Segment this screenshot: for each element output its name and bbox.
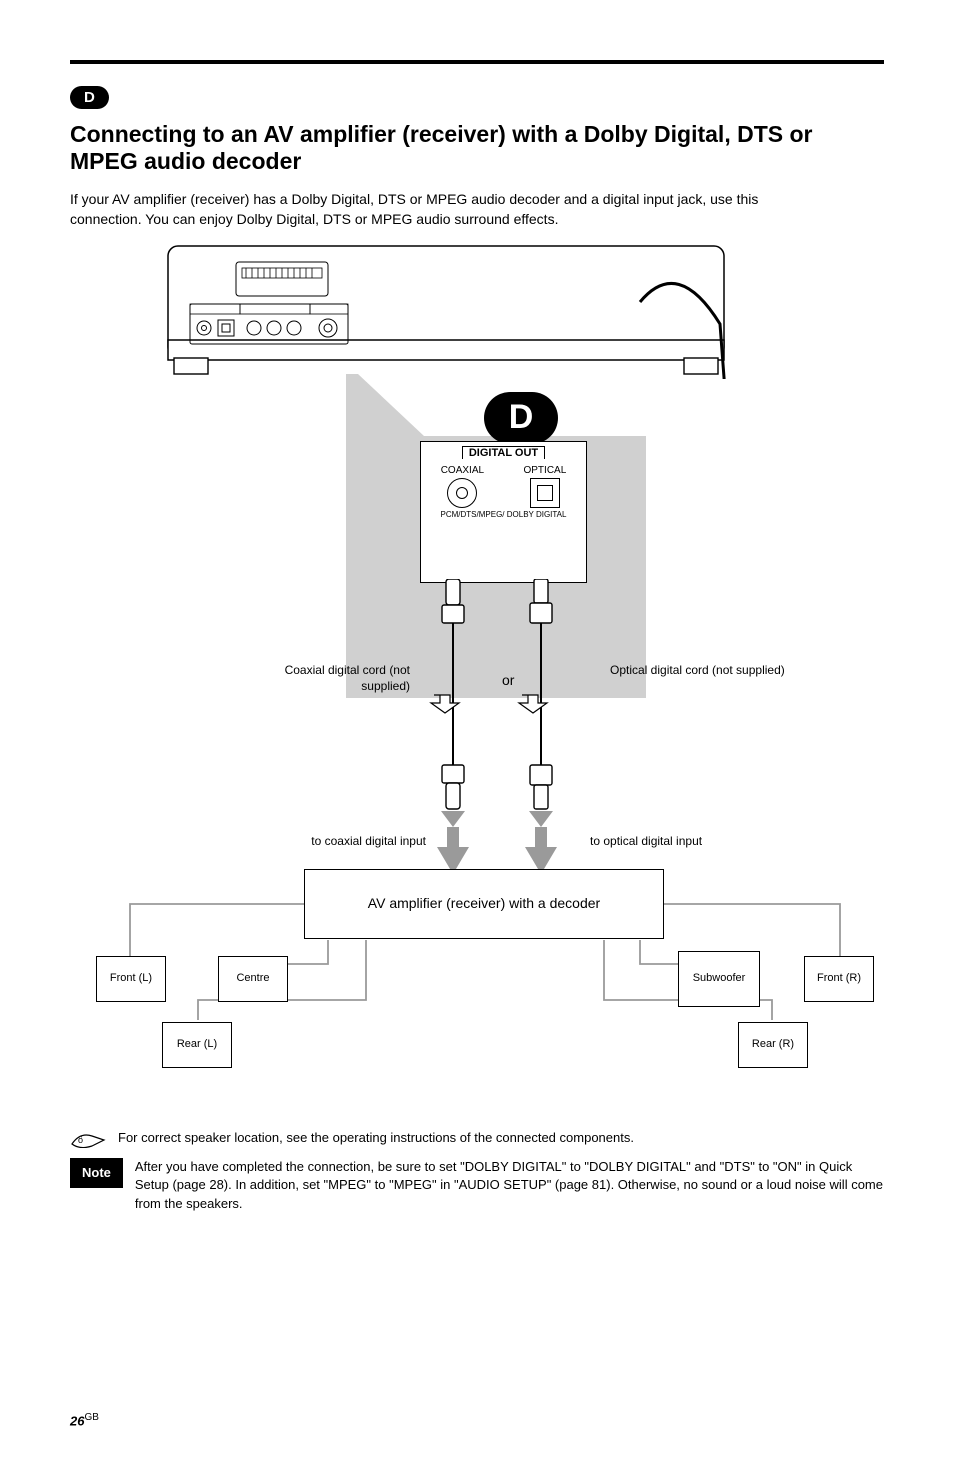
digital-out-panel: DIGITAL OUT COAXIAL OPTICAL PCM/DTS/MPEG… (420, 441, 587, 583)
coaxial-label: COAXIAL (441, 465, 484, 476)
optical-port: OPTICAL (523, 465, 566, 508)
to-coax-label: to coaxial digital input (286, 834, 426, 848)
section-heading-row: D Connecting to an AV amplifier (receive… (70, 86, 884, 109)
panel-subtext: PCM/DTS/MPEG/ DOLBY DIGITAL (421, 511, 586, 519)
optical-label: OPTICAL (523, 465, 566, 476)
speaker-rear-r: Rear (R) (738, 1022, 808, 1068)
receiver-box: AV amplifier (receiver) with a decoder (304, 869, 664, 939)
speaker-subwoofer: Subwoofer (678, 951, 760, 1007)
intro-paragraph: If your AV amplifier (receiver) has a Do… (70, 189, 830, 230)
note-text: After you have completed the connection,… (135, 1158, 884, 1215)
cables-illustration (422, 579, 592, 879)
page-title: Connecting to an AV amplifier (receiver)… (70, 121, 884, 175)
manual-page: D Connecting to an AV amplifier (receive… (0, 0, 954, 1483)
rca-jack-icon (447, 478, 477, 508)
panel-title: DIGITAL OUT (462, 446, 545, 459)
or-label: or (502, 672, 514, 688)
coaxial-port: COAXIAL (441, 465, 484, 508)
top-rule (70, 60, 884, 64)
panel-tab: DIGITAL OUT (421, 446, 586, 459)
note-badge: Note (70, 1158, 123, 1189)
speaker-rear-l: Rear (L) (162, 1022, 232, 1068)
to-optical-label: to optical digital input (590, 834, 740, 848)
note-row: Note After you have completed the connec… (70, 1158, 884, 1215)
page-number-sup: GB (84, 1412, 98, 1423)
tip-icon: ö (70, 1130, 106, 1148)
svg-text:ö: ö (78, 1135, 83, 1145)
optical-cable-label: Optical digital cord (not supplied) (610, 662, 790, 678)
receiver-label: AV amplifier (receiver) with a decoder (368, 894, 600, 913)
coax-cable-label: Coaxial digital cord (not supplied) (240, 662, 410, 694)
tip-row: ö For correct speaker location, see the … (70, 1130, 884, 1148)
optical-jack-icon (530, 478, 560, 508)
connection-diagram: D DIGITAL OUT COAXIAL OPTICAL PCM/DTS/MP… (70, 244, 890, 1114)
ports-row: COAXIAL OPTICAL (421, 465, 586, 508)
d-badge-text: D (509, 398, 534, 437)
page-number: 26GB (70, 1412, 99, 1428)
section-pill: D (70, 86, 109, 109)
page-number-value: 26 (70, 1413, 84, 1428)
player-illustration (166, 244, 726, 379)
tip-text: For correct speaker location, see the op… (118, 1130, 634, 1145)
speaker-front-l: Front (L) (96, 956, 166, 1002)
speaker-centre: Centre (218, 956, 288, 1002)
speaker-front-r: Front (R) (804, 956, 874, 1002)
d-badge: D (484, 392, 558, 444)
